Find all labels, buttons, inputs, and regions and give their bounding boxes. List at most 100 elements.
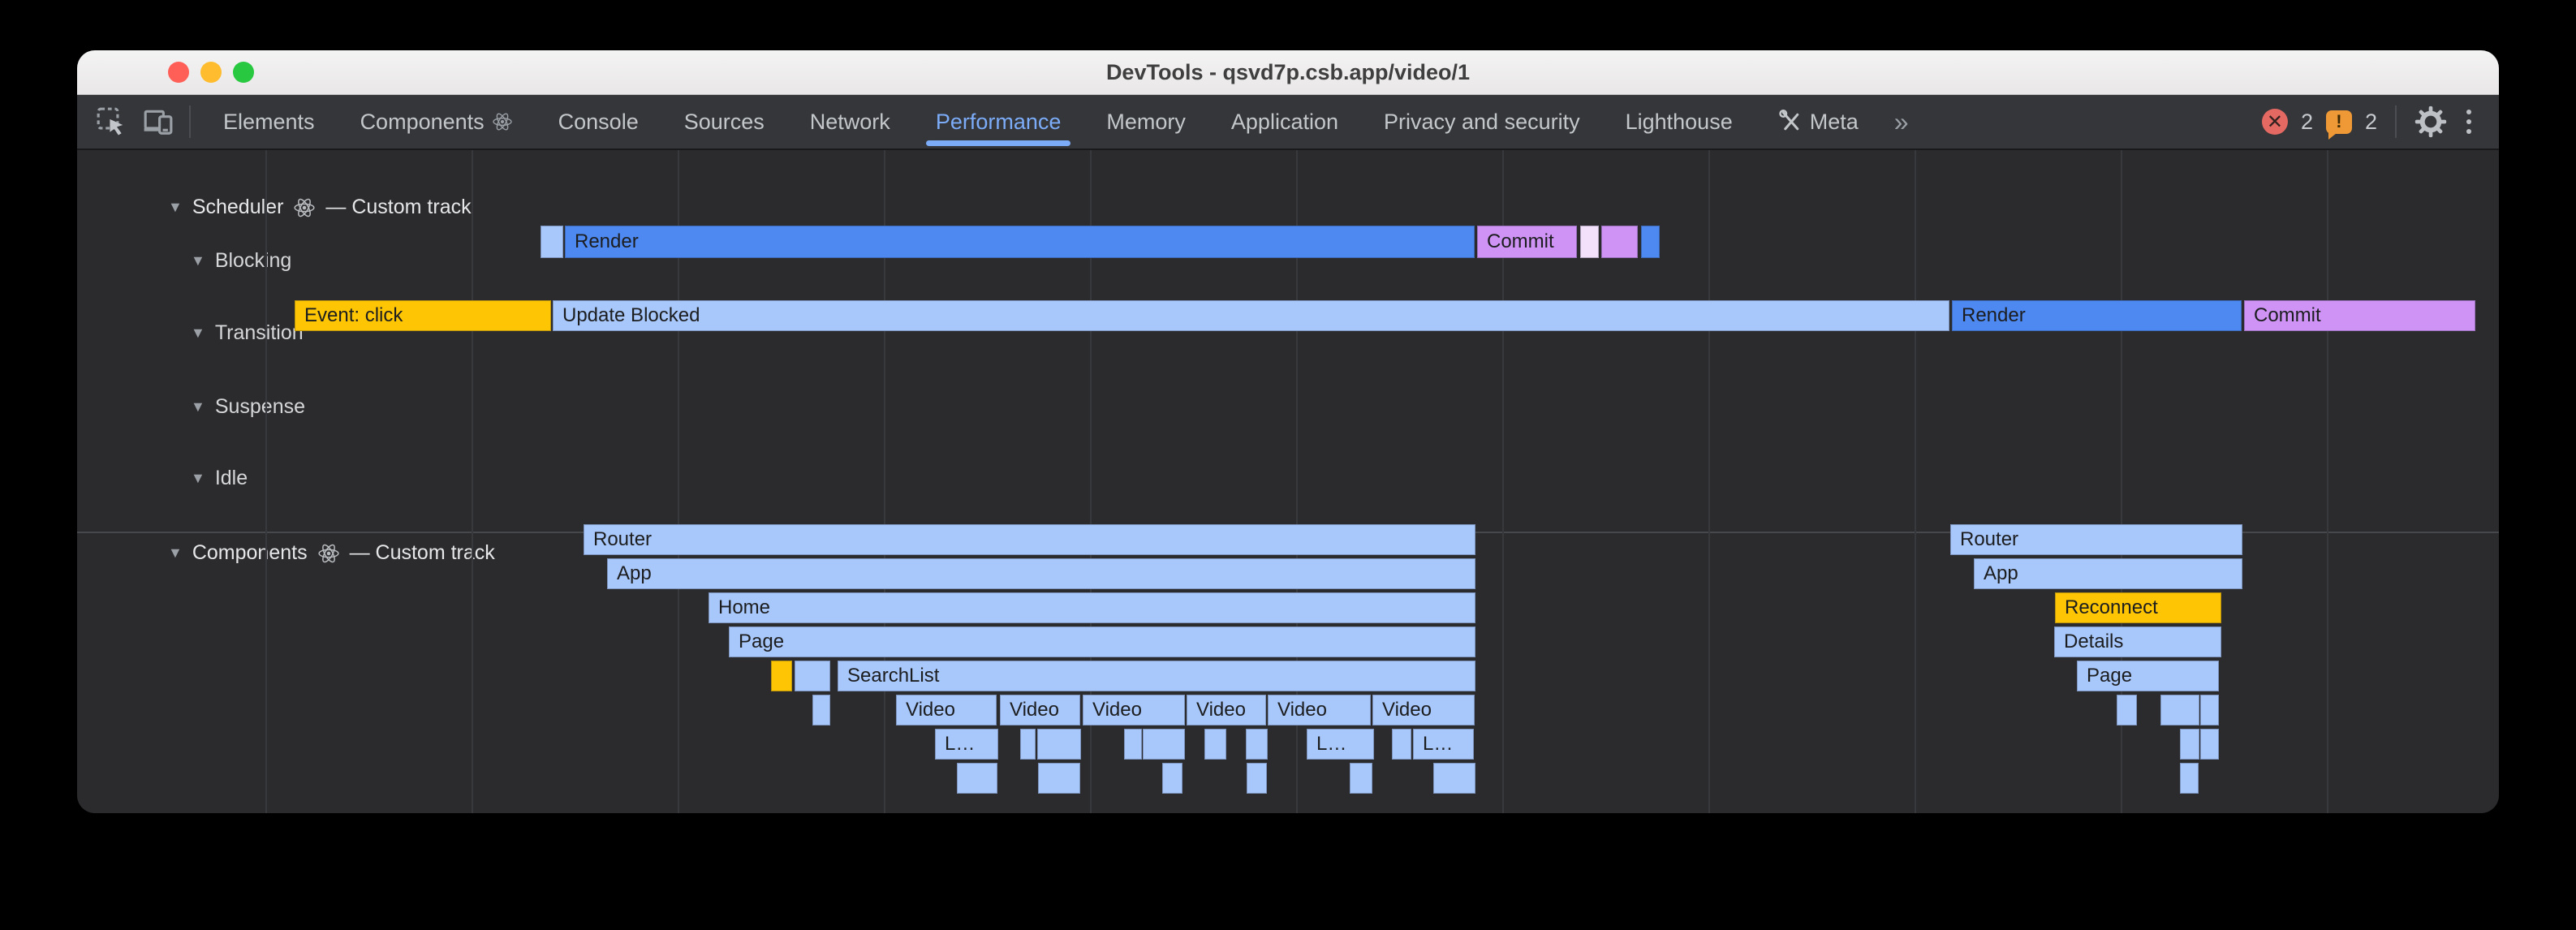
- flame-bar[interactable]: [957, 763, 997, 794]
- bar-label: Reconnect: [2065, 596, 2158, 618]
- flame-bar[interactable]: [2160, 695, 2199, 725]
- issues-icon[interactable]: !: [2325, 110, 2352, 140]
- lane-transition[interactable]: ▼ Transition: [191, 321, 304, 345]
- flame-bar[interactable]: [1038, 763, 1080, 794]
- window-titlebar[interactable]: DevTools - qsvd7p.csb.app/video/1: [77, 50, 2499, 95]
- flame-bar[interactable]: [1143, 729, 1185, 760]
- bar-update-blocked[interactable]: Update Blocked: [553, 300, 1949, 331]
- scheduler-track-header: ▼ Scheduler — Custom track: [168, 196, 472, 219]
- lane-collapse-arrow[interactable]: ▼: [191, 252, 205, 269]
- flame-bar[interactable]: [1246, 729, 1268, 760]
- flame-bar[interactable]: [1037, 729, 1081, 760]
- bar-video[interactable]: Video: [1000, 695, 1080, 725]
- lane-blocking[interactable]: ▼ Blocking: [191, 249, 291, 273]
- bar-app[interactable]: App: [1974, 558, 2242, 589]
- flame-bar[interactable]: [1162, 763, 1182, 794]
- tab-privacy-and-security[interactable]: Privacy and security: [1361, 95, 1603, 149]
- bar-home[interactable]: Home: [709, 592, 1475, 623]
- flame-bar[interactable]: [1641, 226, 1660, 258]
- flame-bar[interactable]: [1433, 763, 1475, 794]
- scheduler-collapse-arrow[interactable]: ▼: [168, 199, 183, 215]
- flame-bar[interactable]: [541, 226, 563, 258]
- flame-bar[interactable]: [2117, 695, 2137, 725]
- bar-page[interactable]: Page: [2077, 661, 2219, 691]
- bar-reconnect[interactable]: Reconnect: [2055, 592, 2221, 623]
- flame-bar[interactable]: [2200, 729, 2219, 760]
- bar-video[interactable]: Video: [1268, 695, 1371, 725]
- bar-video[interactable]: Video: [1372, 695, 1475, 725]
- components-collapse-arrow[interactable]: ▼: [168, 545, 183, 561]
- bar-video[interactable]: Video: [1083, 695, 1185, 725]
- lane-suspense[interactable]: ▼ Suspense: [191, 395, 305, 419]
- bar-commit[interactable]: Commit: [2244, 300, 2475, 331]
- tab-console[interactable]: Console: [536, 95, 661, 149]
- react-icon: [492, 111, 513, 132]
- flame-bar[interactable]: [771, 661, 792, 691]
- bar-label: Page: [739, 631, 785, 652]
- flame-bar[interactable]: [812, 695, 830, 725]
- flame-bar[interactable]: [1124, 729, 1142, 760]
- flame-bar[interactable]: [795, 661, 830, 691]
- tab-meta[interactable]: Meta: [1755, 95, 1881, 149]
- bar-page[interactable]: Page: [729, 626, 1475, 657]
- device-toolbar-icon[interactable]: [142, 105, 174, 138]
- bar-searchlist[interactable]: SearchList: [838, 661, 1475, 691]
- flame-bar[interactable]: [1601, 226, 1638, 258]
- lane-collapse-arrow[interactable]: ▼: [191, 398, 205, 415]
- more-tabs-chevron[interactable]: »: [1893, 106, 1909, 136]
- bar-label: Video: [1196, 699, 1246, 721]
- inspect-element-icon[interactable]: [95, 105, 127, 138]
- bar-label: L…: [1423, 733, 1454, 755]
- bar-label: App: [617, 562, 652, 584]
- timeline-gridline: [2121, 150, 2122, 813]
- tabbar-divider: [189, 105, 191, 138]
- flame-bar[interactable]: [1350, 763, 1372, 794]
- bar-app[interactable]: App: [607, 558, 1475, 589]
- flame-bar[interactable]: [1247, 763, 1267, 794]
- more-options-icon[interactable]: [2460, 110, 2478, 134]
- bar-render[interactable]: Render: [565, 226, 1475, 258]
- bar-l[interactable]: L…: [1413, 729, 1474, 760]
- lane-label: Idle: [214, 467, 248, 489]
- traffic-lights: [168, 62, 254, 83]
- bar-commit[interactable]: Commit: [1477, 226, 1577, 258]
- flame-bar[interactable]: [2180, 729, 2199, 760]
- flame-bar[interactable]: [2180, 763, 2199, 794]
- minimize-button[interactable]: [200, 62, 222, 83]
- tab-network[interactable]: Network: [787, 95, 913, 149]
- flame-bar[interactable]: [1020, 729, 1036, 760]
- console-errors-icon[interactable]: ✕: [2261, 109, 2288, 135]
- tab-sources[interactable]: Sources: [661, 95, 787, 149]
- bar-label: App: [1984, 562, 2018, 584]
- flame-bar[interactable]: [1580, 226, 1599, 258]
- bar-l[interactable]: L…: [935, 729, 998, 760]
- flame-bar[interactable]: [1204, 729, 1226, 760]
- tab-components[interactable]: Components: [338, 95, 536, 149]
- tab-elements[interactable]: Elements: [200, 95, 338, 149]
- bar-render[interactable]: Render: [1952, 300, 2242, 331]
- close-button[interactable]: [168, 62, 189, 83]
- lane-idle[interactable]: ▼ Idle: [191, 467, 248, 490]
- tab-application[interactable]: Application: [1208, 95, 1361, 149]
- bar-event-click[interactable]: Event: click: [295, 300, 551, 331]
- performance-panel: ▼ Scheduler — Custom track ▼ Blocking ▼ Tra…: [77, 150, 2499, 813]
- timeline-gridline: [884, 150, 885, 813]
- bar-router[interactable]: Router: [584, 524, 1475, 555]
- tab-performance[interactable]: Performance: [913, 95, 1084, 149]
- tab-memory[interactable]: Memory: [1083, 95, 1208, 149]
- flame-bar[interactable]: [2200, 695, 2219, 725]
- bar-video[interactable]: Video: [896, 695, 997, 725]
- lane-collapse-arrow[interactable]: ▼: [191, 325, 205, 341]
- lane-collapse-arrow[interactable]: ▼: [191, 470, 205, 486]
- bar-video[interactable]: Video: [1187, 695, 1266, 725]
- bar-router[interactable]: Router: [1950, 524, 2242, 555]
- tab-lighthouse[interactable]: Lighthouse: [1603, 95, 1755, 149]
- settings-gear-icon[interactable]: [2414, 105, 2447, 138]
- flame-bar[interactable]: [1392, 729, 1411, 760]
- bar-l[interactable]: L…: [1307, 729, 1374, 760]
- bar-label: Home: [718, 596, 771, 618]
- zoom-button[interactable]: [233, 62, 254, 83]
- bar-details[interactable]: Details: [2054, 626, 2221, 657]
- tab-label: Elements: [223, 109, 315, 134]
- bar-label: Details: [2064, 631, 2124, 652]
